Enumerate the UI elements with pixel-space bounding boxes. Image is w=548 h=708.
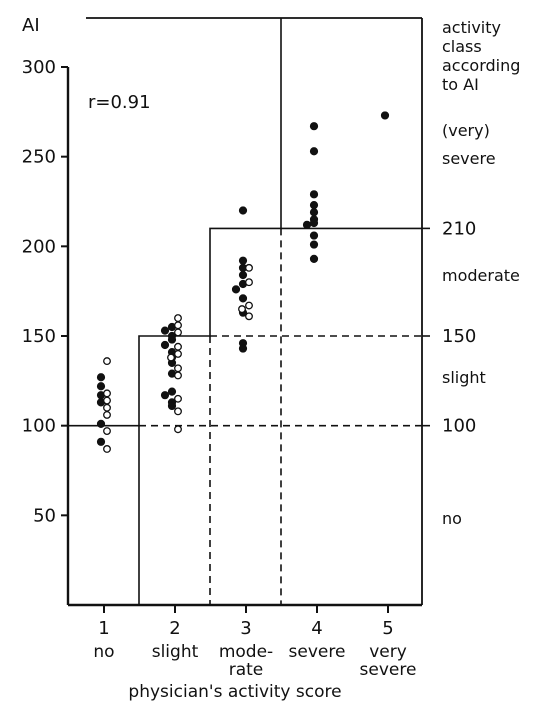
data-point-filled bbox=[309, 122, 319, 131]
x-axis-label: physician's activity score bbox=[128, 682, 341, 702]
data-point-open bbox=[103, 445, 111, 453]
y-tick-label-100: 100 bbox=[22, 416, 56, 437]
data-point-filled bbox=[160, 340, 170, 350]
y-tick-label-50: 50 bbox=[33, 505, 56, 526]
data-point-open bbox=[167, 353, 175, 362]
y-axis: 50 100 150 200 250 300 bbox=[22, 57, 68, 526]
data-point-open bbox=[174, 328, 182, 337]
data-point-filled bbox=[96, 419, 106, 428]
data-point-filled bbox=[309, 190, 319, 199]
x-tick-label-1: 1 bbox=[98, 618, 109, 639]
right-tick-label-150: 150 bbox=[442, 326, 476, 347]
y-axis-label: AI bbox=[22, 15, 40, 36]
y-tick-label-200: 200 bbox=[22, 236, 56, 257]
x-tick-label-5: 5 bbox=[382, 618, 393, 639]
data-point-open bbox=[174, 371, 182, 380]
x-category-label-4: severe bbox=[289, 642, 346, 662]
data-point-open bbox=[245, 278, 253, 287]
x-category-label-2: slight bbox=[152, 642, 199, 662]
x-category-label-5: severe bbox=[360, 660, 417, 680]
activity-class-label: slight bbox=[442, 368, 486, 387]
x-category-label-3: mode- bbox=[219, 642, 273, 662]
data-point-open bbox=[245, 301, 253, 310]
data-point-filled bbox=[302, 220, 312, 229]
data-point-open bbox=[174, 394, 182, 403]
data-point-filled bbox=[309, 147, 319, 156]
data-point-filled bbox=[238, 256, 248, 265]
data-point-open bbox=[174, 349, 182, 358]
activity-class-boundaries bbox=[68, 18, 422, 605]
data-point-open bbox=[174, 314, 182, 323]
data-point-filled bbox=[309, 218, 319, 228]
data-point-open bbox=[174, 321, 182, 330]
right-tick-label-100: 100 bbox=[442, 416, 476, 437]
right-axis-title: to AI bbox=[442, 75, 479, 94]
y-tick-label-300: 300 bbox=[22, 57, 56, 78]
data-point-filled bbox=[309, 208, 319, 217]
data-point-filled bbox=[231, 285, 241, 294]
x-tick-label-4: 4 bbox=[311, 618, 322, 639]
data-point-filled bbox=[238, 206, 248, 215]
right-axis-title: class bbox=[442, 37, 482, 56]
data-point-filled bbox=[96, 373, 106, 382]
right-tick-label-210: 210 bbox=[442, 218, 476, 239]
data-point-open bbox=[174, 407, 182, 416]
data-point-open bbox=[245, 312, 253, 321]
data-point-open bbox=[174, 364, 182, 373]
x-category-label-1: no bbox=[93, 642, 114, 662]
data-point-filled bbox=[380, 111, 390, 120]
data-point-filled bbox=[96, 382, 106, 391]
x-category-label-5: very bbox=[369, 642, 407, 662]
data-point-filled bbox=[309, 254, 319, 263]
data-point-filled bbox=[160, 326, 170, 335]
data-point-filled bbox=[309, 231, 319, 240]
data-point-filled bbox=[238, 344, 248, 353]
data-point-filled bbox=[167, 401, 177, 411]
data-point-open bbox=[103, 403, 111, 412]
data-point-filled bbox=[160, 391, 170, 400]
data-point-open bbox=[174, 425, 182, 434]
data-point-open bbox=[103, 389, 111, 398]
data-point-open bbox=[245, 263, 253, 272]
data-point-open bbox=[238, 305, 246, 314]
data-point-open bbox=[103, 410, 111, 419]
data-point-open bbox=[103, 396, 111, 405]
data-point-open bbox=[174, 342, 182, 351]
data-point-filled bbox=[309, 240, 319, 249]
activity-class-label: no bbox=[442, 509, 462, 528]
data-points bbox=[96, 111, 390, 453]
x-tick-label-2: 2 bbox=[169, 618, 180, 639]
data-point-open bbox=[103, 357, 111, 366]
data-point-filled bbox=[96, 437, 106, 446]
data-point-filled bbox=[167, 335, 177, 344]
activity-class-label: severe bbox=[442, 149, 496, 168]
data-point-filled bbox=[309, 200, 319, 210]
data-point-filled bbox=[167, 387, 177, 396]
y-tick-label-250: 250 bbox=[22, 147, 56, 168]
right-axis-title: activity bbox=[442, 18, 501, 37]
x-category-label-3: rate bbox=[229, 660, 264, 680]
y-tick-label-150: 150 bbox=[22, 326, 56, 347]
data-point-open bbox=[103, 427, 111, 435]
data-point-filled bbox=[238, 270, 248, 280]
right-axis-title: according bbox=[442, 56, 520, 75]
data-point-filled bbox=[238, 294, 248, 303]
activity-class-label: (very) bbox=[442, 121, 490, 140]
x-tick-label-3: 3 bbox=[240, 618, 251, 639]
correlation-annotation: r=0.91 bbox=[88, 92, 151, 113]
activity-class-label: moderate bbox=[442, 266, 520, 285]
